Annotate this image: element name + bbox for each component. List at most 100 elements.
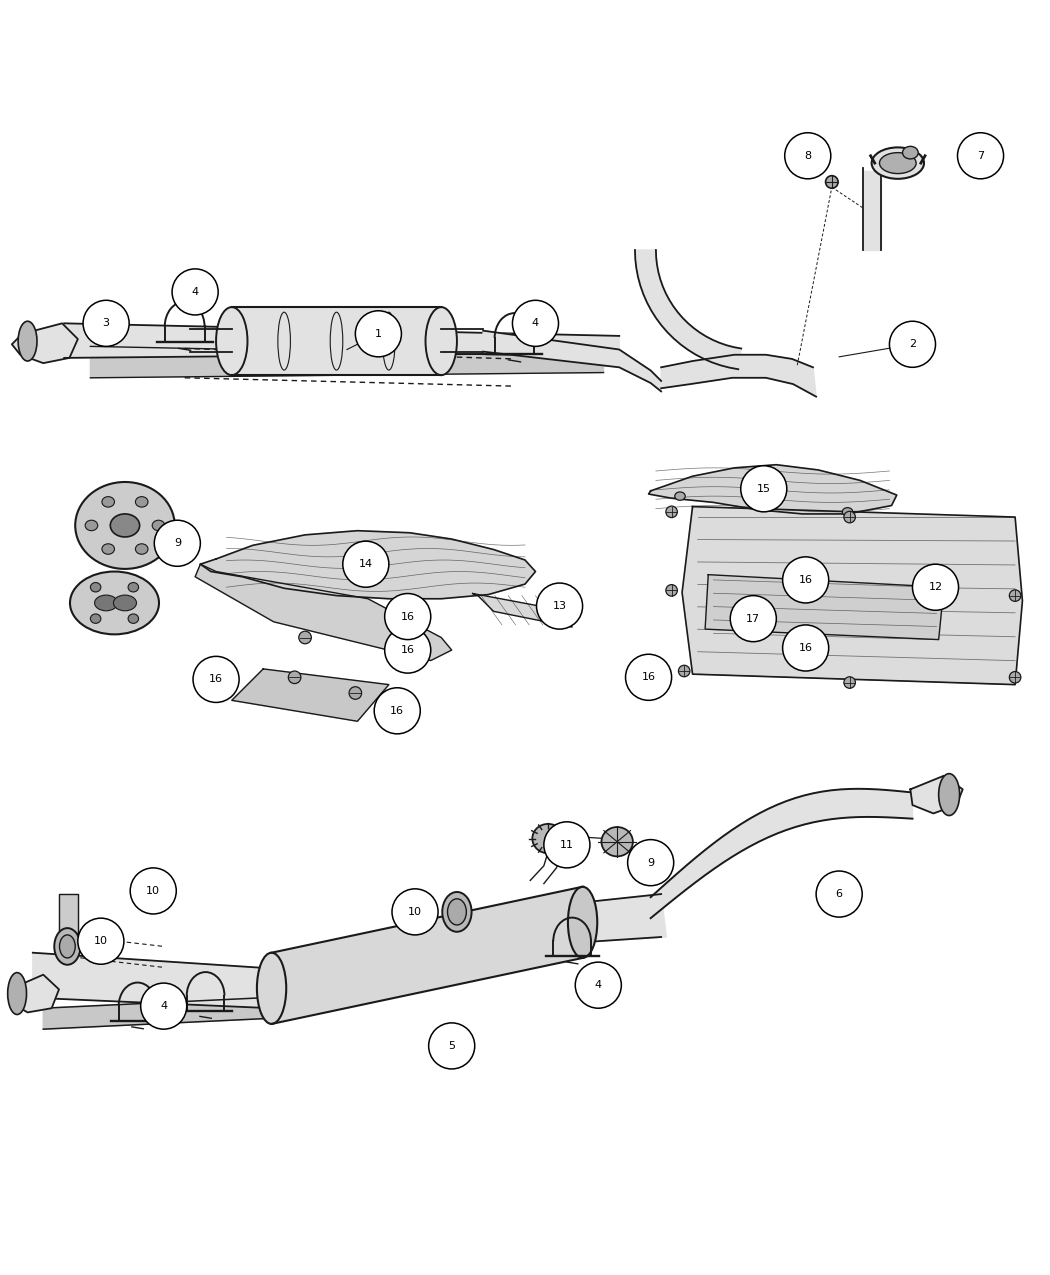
- Polygon shape: [649, 464, 897, 514]
- Ellipse shape: [844, 677, 856, 689]
- Ellipse shape: [678, 666, 690, 677]
- Ellipse shape: [299, 631, 312, 644]
- Text: 11: 11: [560, 840, 574, 850]
- Ellipse shape: [1009, 672, 1021, 683]
- Ellipse shape: [94, 595, 118, 611]
- Ellipse shape: [842, 507, 853, 516]
- Ellipse shape: [425, 307, 457, 375]
- Ellipse shape: [289, 671, 301, 683]
- Ellipse shape: [90, 615, 101, 623]
- Circle shape: [154, 520, 201, 566]
- Polygon shape: [863, 171, 881, 250]
- Ellipse shape: [447, 899, 466, 924]
- Ellipse shape: [18, 321, 37, 361]
- Circle shape: [384, 594, 430, 640]
- Ellipse shape: [102, 544, 114, 555]
- Text: 16: 16: [209, 674, 223, 685]
- Text: 10: 10: [146, 886, 161, 896]
- Circle shape: [342, 541, 388, 588]
- Circle shape: [392, 889, 438, 935]
- Polygon shape: [651, 789, 912, 918]
- Ellipse shape: [113, 595, 136, 611]
- Ellipse shape: [128, 583, 139, 592]
- Polygon shape: [706, 575, 944, 640]
- Circle shape: [628, 840, 674, 886]
- Ellipse shape: [76, 482, 174, 569]
- Circle shape: [78, 918, 124, 964]
- Text: 16: 16: [391, 706, 404, 715]
- Circle shape: [130, 868, 176, 914]
- Circle shape: [193, 657, 239, 703]
- Polygon shape: [635, 250, 741, 370]
- Ellipse shape: [532, 824, 564, 853]
- Polygon shape: [910, 775, 963, 813]
- Text: 12: 12: [928, 583, 943, 592]
- Text: 9: 9: [173, 538, 181, 548]
- Polygon shape: [43, 998, 264, 1029]
- Text: 10: 10: [93, 936, 108, 946]
- Polygon shape: [272, 886, 583, 1024]
- Ellipse shape: [257, 952, 287, 1024]
- Text: 6: 6: [836, 889, 843, 899]
- Circle shape: [782, 625, 828, 671]
- Circle shape: [816, 871, 862, 917]
- Polygon shape: [9, 974, 59, 1012]
- Polygon shape: [12, 324, 78, 363]
- Text: 9: 9: [647, 858, 654, 868]
- Circle shape: [83, 301, 129, 347]
- Text: 16: 16: [401, 612, 415, 621]
- Ellipse shape: [844, 511, 856, 523]
- Text: 15: 15: [757, 483, 771, 493]
- Ellipse shape: [85, 520, 98, 530]
- Ellipse shape: [349, 687, 361, 699]
- Text: 4: 4: [594, 980, 602, 991]
- Text: 16: 16: [799, 575, 813, 585]
- Polygon shape: [682, 506, 1023, 685]
- Circle shape: [374, 687, 420, 734]
- Ellipse shape: [135, 497, 148, 507]
- Ellipse shape: [70, 571, 159, 635]
- Polygon shape: [201, 530, 536, 599]
- Ellipse shape: [675, 492, 686, 500]
- Ellipse shape: [872, 148, 924, 178]
- Circle shape: [730, 595, 776, 641]
- Circle shape: [355, 311, 401, 357]
- Ellipse shape: [568, 886, 597, 958]
- Ellipse shape: [666, 506, 677, 518]
- Text: 8: 8: [804, 150, 812, 161]
- Text: 3: 3: [103, 319, 109, 329]
- Ellipse shape: [55, 928, 81, 965]
- Text: 2: 2: [909, 339, 916, 349]
- Ellipse shape: [1009, 590, 1021, 602]
- Circle shape: [512, 301, 559, 347]
- Text: 13: 13: [552, 601, 567, 611]
- Ellipse shape: [880, 153, 917, 173]
- Polygon shape: [583, 894, 667, 942]
- Circle shape: [784, 133, 831, 178]
- Polygon shape: [33, 952, 272, 1009]
- Circle shape: [889, 321, 936, 367]
- Text: 14: 14: [359, 560, 373, 569]
- Ellipse shape: [60, 935, 76, 958]
- Ellipse shape: [102, 497, 114, 507]
- Circle shape: [782, 557, 828, 603]
- Polygon shape: [195, 565, 452, 660]
- Circle shape: [172, 269, 218, 315]
- Circle shape: [912, 565, 959, 611]
- Ellipse shape: [903, 147, 919, 159]
- Text: 7: 7: [976, 150, 984, 161]
- Circle shape: [428, 1023, 475, 1068]
- Polygon shape: [59, 894, 78, 933]
- Text: 1: 1: [375, 329, 382, 339]
- Circle shape: [544, 822, 590, 868]
- Polygon shape: [662, 354, 816, 397]
- Polygon shape: [90, 347, 604, 377]
- Text: 10: 10: [408, 907, 422, 917]
- Text: 4: 4: [532, 319, 539, 329]
- Ellipse shape: [602, 827, 633, 857]
- Polygon shape: [232, 669, 388, 722]
- Polygon shape: [64, 324, 619, 358]
- Text: 17: 17: [747, 613, 760, 623]
- Circle shape: [575, 963, 622, 1009]
- Ellipse shape: [442, 892, 471, 932]
